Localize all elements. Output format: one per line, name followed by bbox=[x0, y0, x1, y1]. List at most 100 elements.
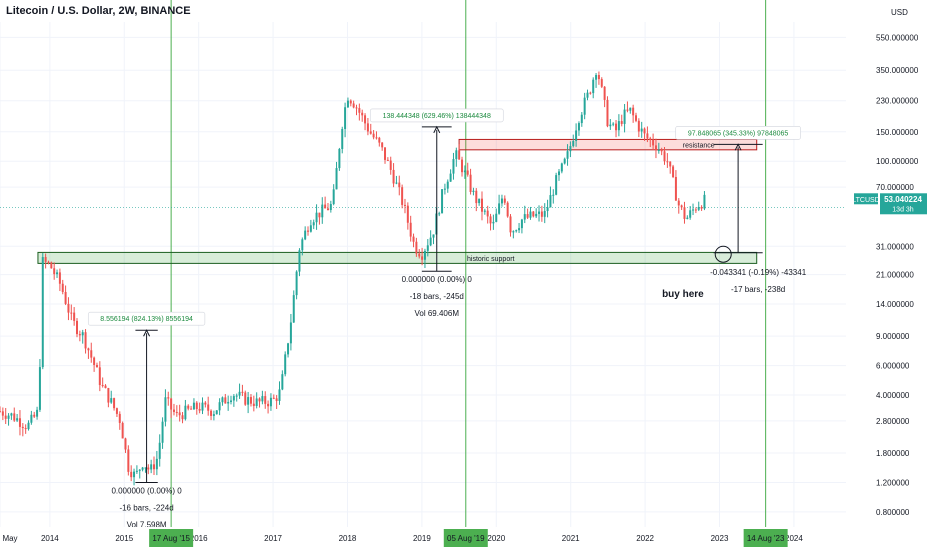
candle-body bbox=[307, 230, 310, 232]
candle-body bbox=[677, 200, 680, 206]
candle-body bbox=[195, 402, 198, 410]
candle-body bbox=[532, 211, 535, 217]
candle-body bbox=[50, 262, 53, 269]
candle-body bbox=[187, 405, 190, 409]
time-tick-label: 2016 bbox=[190, 534, 208, 543]
candle-body bbox=[73, 312, 76, 321]
candle-body bbox=[603, 86, 606, 100]
candle-body bbox=[58, 272, 61, 284]
candle-body bbox=[170, 398, 173, 410]
candle-body bbox=[107, 388, 110, 403]
candle-body bbox=[643, 128, 646, 134]
candle-body bbox=[338, 148, 341, 169]
measure-top-box bbox=[87, 311, 206, 326]
time-tick-label: 2014 bbox=[41, 534, 59, 543]
candle-body bbox=[93, 357, 96, 365]
candle-body bbox=[557, 171, 560, 176]
candle-body bbox=[597, 75, 600, 80]
candle-body bbox=[389, 160, 392, 170]
time-highlight-bg bbox=[443, 529, 488, 547]
buy-circle bbox=[714, 245, 732, 263]
candle-body bbox=[672, 166, 675, 177]
candle-body bbox=[478, 198, 481, 204]
measure-bottom-label: -16 bars, -224d bbox=[119, 503, 173, 512]
candle-body bbox=[261, 396, 264, 402]
candle-body bbox=[44, 257, 47, 262]
candle-body bbox=[312, 222, 315, 226]
candle-body bbox=[686, 217, 689, 219]
candle-body bbox=[683, 207, 686, 219]
candle-body bbox=[264, 396, 267, 404]
time-tick-label: 2024 bbox=[785, 534, 803, 543]
time-tick-label: 2019 bbox=[413, 534, 431, 543]
time-highlight-label: 14 Aug '23 bbox=[747, 534, 785, 543]
candle-body bbox=[192, 402, 195, 410]
candle-body bbox=[90, 350, 93, 358]
candle-body bbox=[155, 458, 158, 470]
candle-body bbox=[703, 194, 706, 209]
candle-body bbox=[13, 413, 16, 421]
candle-body bbox=[238, 391, 241, 396]
candle-body bbox=[441, 189, 444, 214]
candle-body bbox=[104, 385, 107, 389]
candle-body bbox=[520, 219, 523, 229]
candle-body bbox=[172, 409, 175, 412]
candle-body bbox=[16, 418, 19, 421]
candle-body bbox=[694, 209, 697, 211]
price-tag-value: 53.040224 bbox=[884, 195, 922, 204]
candle-body bbox=[697, 207, 700, 210]
candle-body bbox=[198, 409, 201, 411]
candle-body bbox=[287, 343, 290, 355]
candle-body bbox=[580, 114, 583, 124]
candle-body bbox=[349, 100, 352, 104]
candle-body bbox=[535, 213, 538, 217]
ticker-tag-bg bbox=[854, 193, 878, 205]
candle-body bbox=[498, 203, 501, 214]
candle-body bbox=[640, 128, 643, 132]
candle-body bbox=[252, 403, 255, 406]
candle-body bbox=[61, 283, 64, 292]
zone-label-support: historic support bbox=[467, 256, 515, 263]
candle-body bbox=[646, 133, 649, 139]
candle-body bbox=[529, 211, 532, 218]
price-tick-label: 1.800000 bbox=[876, 449, 910, 458]
candle-body bbox=[64, 291, 67, 304]
candle-body bbox=[138, 469, 141, 471]
candle-body bbox=[552, 194, 555, 196]
candle-body bbox=[446, 181, 449, 189]
candle-body bbox=[255, 398, 258, 406]
candle-body bbox=[175, 411, 178, 413]
candle-body bbox=[309, 225, 312, 232]
candle-body bbox=[281, 374, 284, 390]
candle-body bbox=[369, 131, 372, 134]
candle-body bbox=[167, 397, 170, 399]
measure-top-box bbox=[675, 126, 801, 140]
candle-body bbox=[692, 209, 695, 211]
measure-top-label: 8.556194 (824.13%) 8556194 bbox=[100, 316, 193, 323]
candle-body bbox=[227, 401, 230, 404]
candle-body bbox=[372, 133, 375, 138]
candle-body bbox=[215, 410, 218, 415]
candle-body bbox=[600, 79, 603, 87]
candle-body bbox=[36, 409, 39, 417]
candle-body bbox=[144, 467, 147, 469]
candle-body bbox=[27, 422, 30, 430]
price-tick-label: 0.800000 bbox=[876, 508, 910, 517]
price-tick-label: 2.800000 bbox=[876, 417, 910, 426]
price-tick-label: 9.000000 bbox=[876, 332, 910, 341]
candle-body bbox=[358, 108, 361, 113]
candle-body bbox=[395, 182, 398, 184]
price-tick-label: 21.000000 bbox=[876, 271, 914, 280]
candle-body bbox=[355, 107, 358, 109]
candle-body bbox=[412, 236, 415, 242]
time-highlight-label: 17 Aug '15 bbox=[152, 534, 190, 543]
candle-body bbox=[518, 228, 521, 231]
candle-body bbox=[272, 397, 275, 399]
time-tick-label: 2017 bbox=[264, 534, 282, 543]
candle-body bbox=[443, 188, 446, 190]
candle-body bbox=[53, 268, 56, 275]
ticker-tag: LTCUSD bbox=[852, 197, 879, 204]
candle-body bbox=[56, 272, 59, 275]
